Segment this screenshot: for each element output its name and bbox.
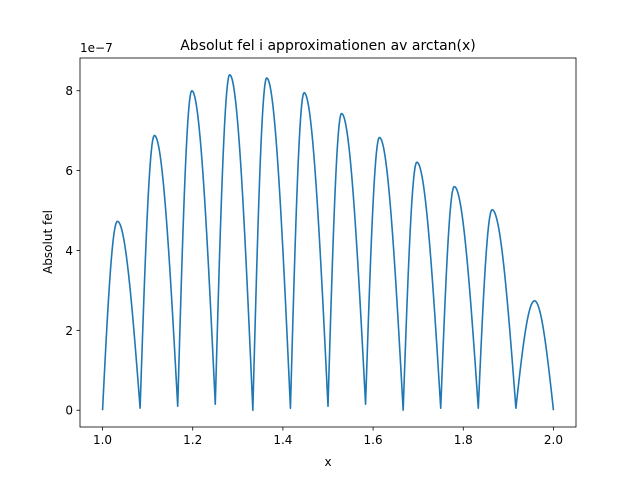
series-line <box>101 73 555 412</box>
y-tick-label: 0 <box>65 404 73 418</box>
y-tick-label: 2 <box>65 324 73 338</box>
x-tick-label: 1.8 <box>454 433 473 447</box>
chart-title: Absolut fel i approximationen av arctan(… <box>180 38 476 54</box>
x-axis-label: x <box>324 455 331 469</box>
plot-area <box>79 57 577 428</box>
y-tick-label: 8 <box>65 84 73 98</box>
x-axis-ticks: 1.0 1.2 1.4 1.6 1.8 2.0 <box>93 427 563 447</box>
y-tick-label: 6 <box>65 164 73 178</box>
y-axis-ticks: 0 2 4 6 8 <box>65 84 80 418</box>
y-tick-label: 4 <box>65 244 73 258</box>
x-tick-label: 1.6 <box>364 433 383 447</box>
x-tick-label: 1.4 <box>273 433 292 447</box>
x-tick-label: 1.0 <box>93 433 112 447</box>
y-axis-label: Absolut fel <box>41 210 55 274</box>
x-tick-label: 1.2 <box>183 433 202 447</box>
axes-frame <box>79 57 577 428</box>
y-axis-multiplier: 1e−7 <box>80 41 113 55</box>
x-tick-label: 2.0 <box>544 433 563 447</box>
